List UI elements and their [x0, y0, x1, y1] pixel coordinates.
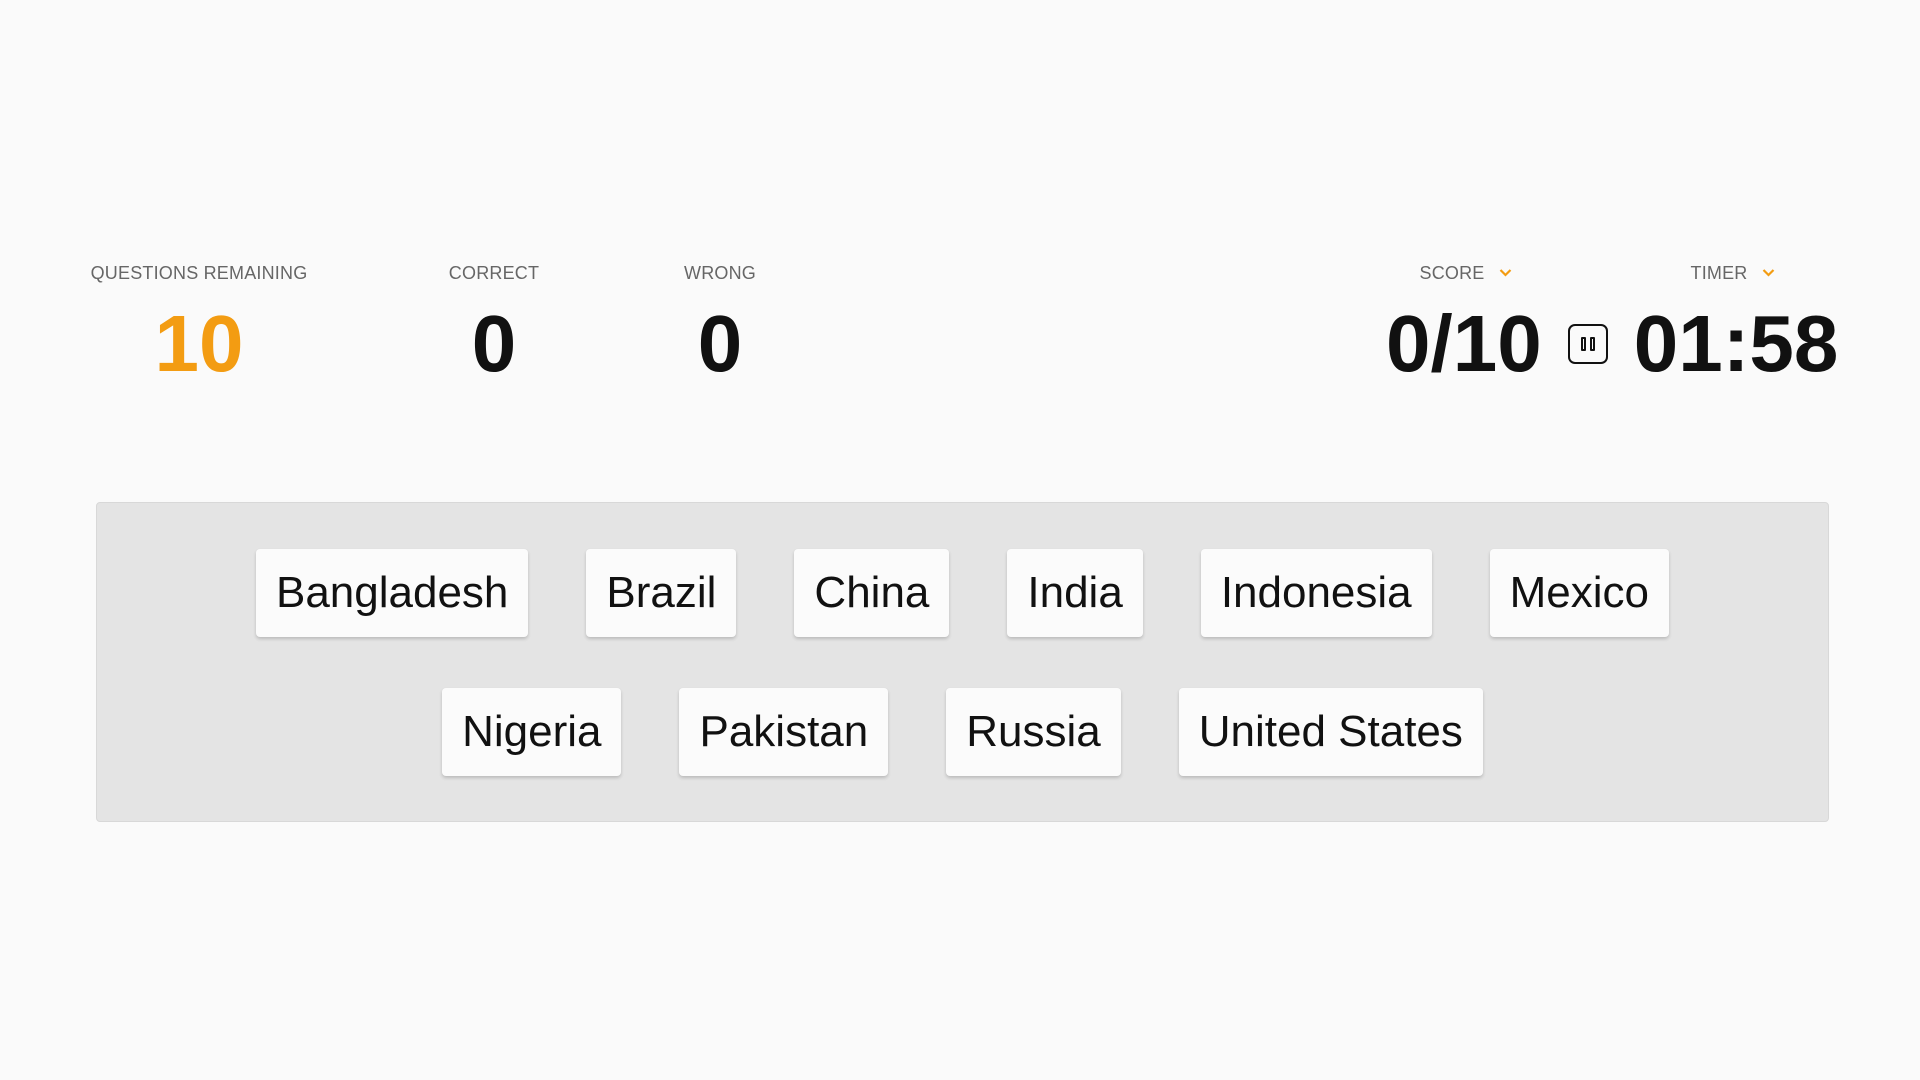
score-toggle[interactable]: SCORE — [1419, 262, 1512, 284]
answer-button[interactable]: Pakistan — [679, 687, 889, 776]
answer-button[interactable]: Indonesia — [1200, 548, 1432, 637]
chevron-down-icon[interactable] — [1762, 268, 1776, 278]
correct-value: 0 — [471, 299, 517, 388]
answer-panel: Bangladesh Brazil China India Indonesia … — [96, 502, 1829, 822]
correct-label: CORRECT — [448, 262, 540, 283]
timer-toggle[interactable]: TIMER — [1691, 262, 1776, 284]
pause-icon — [1580, 337, 1586, 351]
pause-button[interactable] — [1567, 324, 1608, 364]
answer-button[interactable]: Nigeria — [442, 687, 622, 776]
score-label: SCORE — [1419, 262, 1485, 283]
questions-remaining-stat: QUESTIONS REMAINING 10 — [91, 262, 308, 384]
answer-button[interactable]: Bangladesh — [255, 548, 529, 637]
timer-label: TIMER — [1690, 262, 1748, 283]
answer-button[interactable]: United States — [1178, 687, 1483, 776]
questions-remaining-value: 10 — [154, 299, 244, 388]
pause-icon-bar — [1589, 337, 1595, 351]
answer-button[interactable]: India — [1007, 548, 1143, 637]
questions-remaining-label: QUESTIONS REMAINING — [90, 262, 308, 283]
answer-button[interactable]: Mexico — [1489, 548, 1670, 637]
chevron-down-icon[interactable] — [1499, 268, 1513, 278]
timer-value: 01:58 — [1633, 299, 1839, 388]
score-value: 0/10 — [1386, 299, 1542, 388]
wrong-label: WRONG — [684, 262, 756, 283]
score-timer-row: 0/10 01:58 — [1386, 304, 1838, 384]
wrong-stat: WRONG 0 — [684, 262, 756, 384]
wrong-value: 0 — [697, 299, 743, 388]
answer-button[interactable]: China — [794, 548, 950, 637]
answer-button[interactable]: Russia — [946, 687, 1121, 776]
answer-button[interactable]: Brazil — [586, 548, 737, 637]
correct-stat: CORRECT 0 — [449, 262, 539, 384]
